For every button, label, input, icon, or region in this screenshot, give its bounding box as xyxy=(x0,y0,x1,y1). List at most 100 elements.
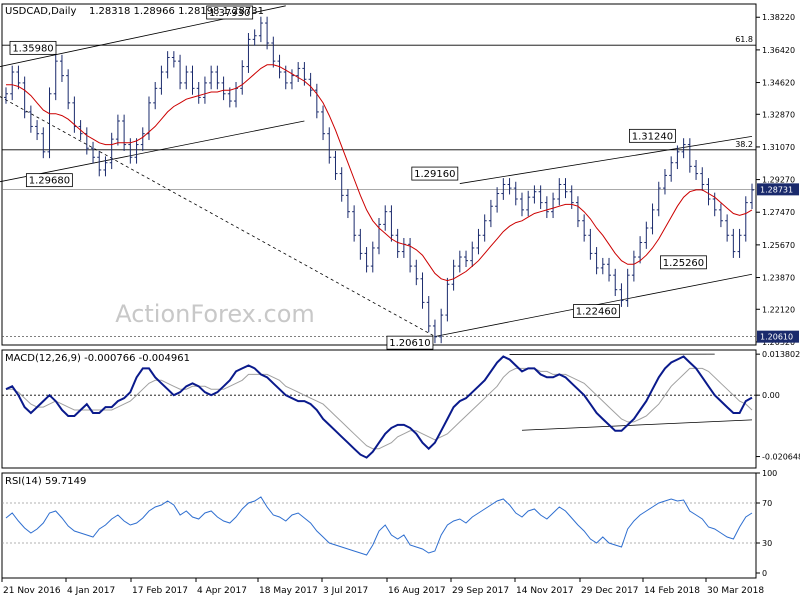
price-bar xyxy=(731,229,735,258)
annotation-label: 1.31240 xyxy=(632,131,673,142)
date-label: 3 Jul 2017 xyxy=(323,586,368,596)
price-bar xyxy=(191,66,195,95)
price-bar xyxy=(744,196,748,241)
price-bar xyxy=(4,87,8,103)
macd-tick-label: -0.020648 xyxy=(762,453,800,462)
rsi-tick-label: 100 xyxy=(762,469,777,478)
panel-frames xyxy=(2,4,756,578)
price-bar xyxy=(557,178,561,205)
price-tick-label: 1.38220 xyxy=(762,13,795,22)
price-bar xyxy=(445,278,449,322)
date-label: 29 Sep 2017 xyxy=(452,586,509,596)
fib-label-1: 38.2 xyxy=(735,140,753,149)
date-label: 30 Mar 2018 xyxy=(707,586,764,596)
price-bar xyxy=(197,82,201,104)
price-bar xyxy=(514,182,518,206)
price-bar xyxy=(408,238,412,272)
rsi-tick-label: 30 xyxy=(762,539,772,548)
price-bar xyxy=(532,185,536,203)
rsi-tick-label: 0 xyxy=(762,569,767,578)
price-bar xyxy=(215,66,219,90)
price-bar xyxy=(333,151,337,180)
price-bar xyxy=(588,229,592,260)
fib-label-0: 61.8 xyxy=(735,35,753,44)
price-bar xyxy=(414,260,418,285)
annotation-1.20610: 1.20610 xyxy=(387,336,433,349)
price-bar xyxy=(172,51,176,67)
price-bar xyxy=(470,242,474,267)
price-bar xyxy=(122,115,126,151)
price-bar xyxy=(23,77,27,119)
price-bar xyxy=(706,178,710,205)
date-label: 16 Aug 2017 xyxy=(388,586,446,596)
price-bar xyxy=(290,69,294,89)
price-bar xyxy=(116,115,120,146)
price-bar xyxy=(607,258,611,282)
price-bar xyxy=(601,258,605,274)
price-bar xyxy=(657,182,661,216)
rsi-tick-label: 70 xyxy=(762,499,772,508)
price-bar xyxy=(35,120,39,140)
price-bar xyxy=(700,167,704,191)
low-price-label: 1.20610 xyxy=(760,333,793,342)
price-bar xyxy=(60,55,64,82)
price-bar xyxy=(663,169,667,194)
annotation-1.25260: 1.25260 xyxy=(660,256,706,269)
price-bar xyxy=(246,33,250,73)
price-bar xyxy=(209,66,213,90)
date-label: 14 Feb 2018 xyxy=(644,586,700,596)
trendline-4 xyxy=(460,136,752,183)
price-bar xyxy=(520,193,524,217)
annotation-1.29680: 1.29680 xyxy=(26,174,72,187)
price-bar xyxy=(153,82,157,109)
price-bar xyxy=(644,222,648,249)
macd-title: MACD(12,26,9) -0.000766 -0.004961 xyxy=(5,353,190,364)
rsi-axis: 100 70 30 0 xyxy=(756,469,777,578)
price-bar xyxy=(725,214,729,241)
price-bar xyxy=(489,200,493,227)
price-bar xyxy=(476,229,480,254)
price-bar xyxy=(750,184,754,209)
ohlc-readout: 1.28318 1.28966 1.28198 1.28731 xyxy=(89,6,264,17)
price-tick-label: 1.32870 xyxy=(762,110,795,119)
price-bar xyxy=(371,242,375,273)
annotation-label: 1.29680 xyxy=(29,176,70,187)
annotation-label: 1.25260 xyxy=(663,258,704,269)
panel-frame-1 xyxy=(2,350,756,468)
panel-frame-0 xyxy=(2,4,756,345)
price-bar xyxy=(458,251,462,273)
annotation-1.29160: 1.29160 xyxy=(412,167,458,180)
annotation-label: 1.22460 xyxy=(576,307,617,318)
date-label: 4 Apr 2017 xyxy=(197,586,247,596)
price-tick-label: 1.25670 xyxy=(762,241,795,250)
price-tick-label: 1.29270 xyxy=(762,176,795,185)
price-bar xyxy=(203,77,207,104)
rsi-line xyxy=(6,497,752,555)
price-bar xyxy=(110,133,114,169)
price-bar xyxy=(365,247,369,272)
price-bar xyxy=(85,127,89,154)
date-label: 4 Jan 2017 xyxy=(67,586,115,596)
price-bar xyxy=(564,178,568,198)
macd-support-line xyxy=(522,420,752,430)
price-bar xyxy=(613,269,617,296)
rsi-title: RSI(14) 59.7149 xyxy=(5,476,86,487)
price-bar xyxy=(259,17,263,42)
price-bar xyxy=(545,196,549,218)
price-bar xyxy=(141,127,145,151)
macd-lines xyxy=(6,357,752,458)
price-bar xyxy=(10,66,14,100)
price-bar xyxy=(688,138,692,172)
price-bar xyxy=(29,106,33,133)
price-bar xyxy=(346,189,350,218)
price-bar xyxy=(427,296,431,332)
price-bar xyxy=(551,193,555,218)
price-bar xyxy=(396,229,400,258)
annotation-1.31240: 1.31240 xyxy=(629,129,675,142)
price-bar xyxy=(669,156,673,181)
price-bar xyxy=(358,229,362,260)
annotation-label: 1.20610 xyxy=(389,338,430,349)
